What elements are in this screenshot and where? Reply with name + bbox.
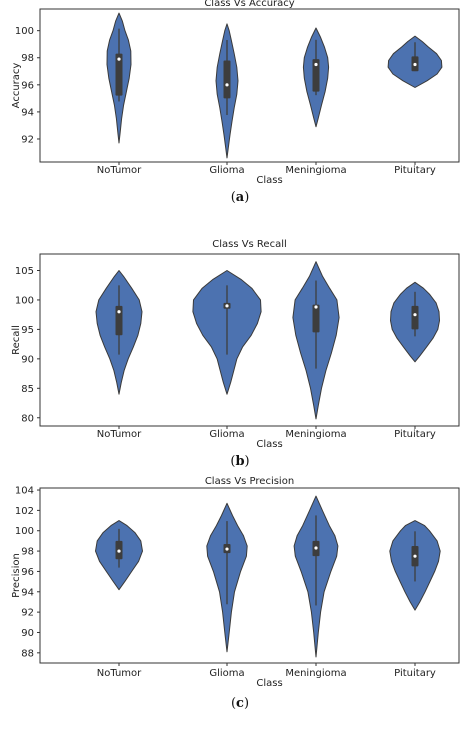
- violin-iqr-box: [115, 305, 123, 336]
- chart-title: Class Vs Precision: [205, 476, 294, 487]
- x-axis-label: Class: [256, 678, 282, 689]
- y-tick-label: 92: [21, 608, 34, 619]
- y-tick-label: 100: [15, 26, 34, 37]
- chart-title: Class Vs Recall: [212, 239, 287, 250]
- panel-label: (b): [230, 454, 249, 469]
- y-tick-label: 95: [21, 325, 34, 336]
- plot-frame: [39, 487, 460, 664]
- violin-iqr-box: [312, 304, 320, 333]
- panel-paren-close: ): [244, 190, 249, 205]
- y-tick-label: 98: [21, 547, 34, 558]
- chart-panel-c: Class Vs Precision 88 90 92 94 96 98 100 102 104 P…: [11, 476, 460, 711]
- violin-median-dot: [117, 310, 121, 314]
- y-tick-label: 100: [15, 295, 34, 306]
- x-tick-label: Meningioma: [285, 668, 346, 679]
- x-tick-label: Glioma: [209, 668, 244, 679]
- y-tick-label: 98: [21, 53, 34, 64]
- x-tick-label: Pituitary: [394, 429, 436, 440]
- violin-median-dot: [413, 313, 417, 317]
- violin-median-dot: [314, 546, 318, 550]
- violin-median-dot: [413, 62, 417, 67]
- panel-letter: b: [235, 454, 244, 469]
- violin-median-dot: [225, 304, 229, 308]
- panel-letter: a: [236, 190, 245, 205]
- y-tick-label: 94: [21, 107, 34, 118]
- chart-panel-a: Class Vs Accuracy 92 94 96 98 100 Accuracy NoTu…: [11, 0, 460, 205]
- y-axis-label: Precision: [11, 553, 22, 598]
- violin-median-dot: [314, 305, 318, 309]
- x-tick-label: Pituitary: [394, 668, 436, 679]
- chart-title: Class Vs Accuracy: [204, 0, 294, 9]
- y-tick-label: 90: [21, 628, 34, 639]
- violin-iqr-box: [115, 53, 123, 96]
- panel-paren-close: ): [244, 696, 249, 711]
- violin-iqr-box: [312, 59, 320, 92]
- violin-iqr-box: [223, 60, 231, 99]
- y-tick-label: 96: [21, 80, 34, 91]
- y-axis-label: Recall: [11, 325, 22, 355]
- panel-paren-close: ): [245, 454, 250, 469]
- y-tick-label: 85: [21, 384, 34, 395]
- y-axis-label: Accuracy: [11, 63, 22, 109]
- x-tick-label: NoTumor: [97, 429, 142, 440]
- y-tick-label: 100: [15, 526, 34, 537]
- violin-iqr-box: [411, 305, 419, 330]
- x-tick-label: Glioma: [209, 165, 244, 176]
- x-axis-label: Class: [256, 439, 282, 450]
- violin-median-dot: [225, 83, 229, 87]
- panel-label: (c): [231, 696, 249, 711]
- chart-panel-b: Class Vs Recall 80 85 90 95 100 105 Recall NoTum…: [11, 239, 460, 469]
- y-tick-label: 102: [15, 506, 34, 517]
- panel-label: (a): [231, 190, 250, 205]
- y-tick-label: 92: [21, 134, 34, 145]
- x-tick-label: Glioma: [209, 429, 244, 440]
- violin-median-dot: [225, 547, 229, 551]
- plot-frame: [39, 8, 460, 163]
- x-tick-label: Pituitary: [394, 165, 436, 176]
- y-tick-label: 96: [21, 567, 34, 578]
- x-tick-label: NoTumor: [97, 165, 142, 176]
- x-tick-label: Meningioma: [285, 429, 346, 440]
- violin-median-dot: [413, 554, 417, 558]
- violin-median-dot: [117, 549, 121, 553]
- x-tick-label: NoTumor: [97, 668, 142, 679]
- panel-paren-open: (: [231, 696, 236, 711]
- panel-paren-open: (: [230, 454, 235, 469]
- y-tick-label: 88: [21, 648, 34, 659]
- x-axis-label: Class: [256, 175, 282, 186]
- y-tick-label: 80: [21, 413, 34, 424]
- panel-paren-open: (: [231, 190, 236, 205]
- violin-median-dot: [314, 62, 318, 67]
- x-tick-label: Meningioma: [285, 165, 346, 176]
- plot-frame: [39, 253, 460, 427]
- violin-median-dot: [117, 57, 121, 61]
- panel-letter: c: [236, 696, 244, 711]
- y-tick-label: 94: [21, 587, 34, 598]
- y-tick-label: 90: [21, 354, 34, 365]
- y-tick-label: 105: [15, 266, 34, 277]
- y-tick-label: 104: [15, 486, 34, 497]
